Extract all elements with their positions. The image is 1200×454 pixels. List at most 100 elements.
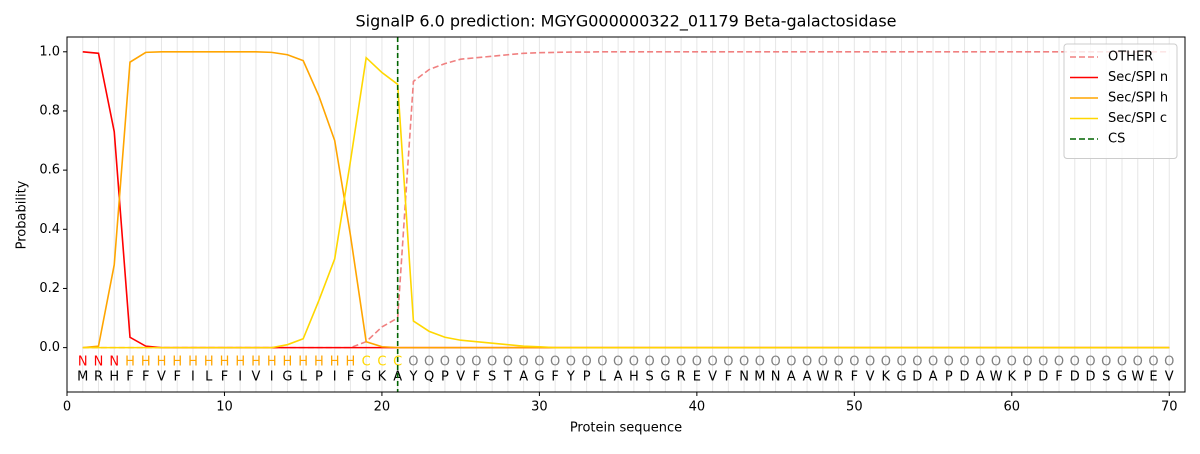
- region-label: O: [597, 355, 607, 370]
- region-label: H: [298, 355, 308, 370]
- residue-label: P: [441, 370, 449, 385]
- residue-label: A: [787, 370, 796, 385]
- region-label: H: [125, 355, 135, 370]
- residue-label: W: [990, 370, 1003, 385]
- y-tick-label: 0.4: [39, 222, 60, 237]
- region-label: O: [471, 355, 481, 370]
- residue-label: A: [614, 370, 623, 385]
- region-label: O: [645, 355, 655, 370]
- series-line: [82, 56, 1170, 349]
- residue-label: P: [945, 370, 953, 385]
- residue-label: S: [488, 370, 496, 385]
- x-tick-label: 40: [689, 400, 706, 415]
- residue-label: T: [503, 370, 512, 385]
- x-axis-label: Protein sequence: [570, 421, 682, 436]
- residue-label: E: [693, 370, 701, 385]
- region-label: H: [235, 355, 245, 370]
- region-label: O: [707, 355, 717, 370]
- residue-label: V: [1165, 370, 1174, 385]
- residue-label: K: [1008, 370, 1017, 385]
- region-label: O: [1117, 355, 1127, 370]
- region-label: O: [1085, 355, 1095, 370]
- region-label: O: [1070, 355, 1080, 370]
- series-line: [82, 50, 1170, 349]
- region-label: O: [1148, 355, 1158, 370]
- residue-label: W: [1131, 370, 1144, 385]
- region-label: O: [755, 355, 765, 370]
- y-tick-label: 0.2: [39, 281, 60, 296]
- legend: OTHER Sec/SPI n Sec/SPI h Sec/SPI c CS: [1063, 43, 1178, 159]
- region-label: H: [314, 355, 324, 370]
- residue-label: D: [960, 370, 970, 385]
- region-label: O: [629, 355, 639, 370]
- residue-label: L: [205, 370, 213, 385]
- residue-label: S: [645, 370, 653, 385]
- residue-label: H: [109, 370, 119, 385]
- legend-label: Sec/SPI c: [1108, 111, 1167, 126]
- region-label: C: [377, 355, 386, 370]
- residue-label: F: [142, 370, 149, 385]
- region-label: O: [991, 355, 1001, 370]
- region-label: O: [424, 355, 434, 370]
- region-label: H: [267, 355, 277, 370]
- residue-label: D: [1070, 370, 1080, 385]
- residue-label: F: [221, 370, 228, 385]
- region-label: O: [833, 355, 843, 370]
- residue-label: N: [771, 370, 781, 385]
- region-label: O: [1007, 355, 1017, 370]
- residue-label: L: [599, 370, 607, 385]
- region-label: O: [519, 355, 529, 370]
- region-label: H: [251, 355, 261, 370]
- region-label: O: [786, 355, 796, 370]
- x-tick-label: 0: [63, 400, 71, 415]
- residue-label: G: [660, 370, 670, 385]
- legend-label: CS: [1108, 132, 1125, 147]
- residue-label: F: [725, 370, 732, 385]
- residue-label: S: [1102, 370, 1110, 385]
- residue-label: V: [708, 370, 717, 385]
- residue-label: Y: [566, 370, 575, 385]
- legend-box: [1063, 43, 1178, 159]
- region-label: C: [362, 355, 371, 370]
- residue-label: G: [1117, 370, 1127, 385]
- legend-label: Sec/SPI n: [1108, 70, 1168, 85]
- region-label: H: [283, 355, 293, 370]
- residue-label: V: [252, 370, 261, 385]
- plot-frame: [66, 36, 1186, 393]
- region-label: O: [849, 355, 859, 370]
- residue-label: R: [677, 370, 686, 385]
- region-label: C: [393, 355, 402, 370]
- y-axis-label: Probability: [15, 180, 30, 249]
- series-line: [82, 50, 1170, 349]
- region-label: O: [881, 355, 891, 370]
- region-label: H: [220, 355, 230, 370]
- legend-label: OTHER: [1108, 50, 1153, 65]
- region-label: O: [613, 355, 623, 370]
- residue-label: A: [803, 370, 812, 385]
- region-label: N: [109, 355, 119, 370]
- region-label: O: [1022, 355, 1032, 370]
- region-label: O: [802, 355, 812, 370]
- region-label: H: [204, 355, 214, 370]
- x-tick-label: 60: [1004, 400, 1021, 415]
- region-label: O: [944, 355, 954, 370]
- residue-label: A: [929, 370, 938, 385]
- residue-label: V: [456, 370, 465, 385]
- region-label: H: [188, 355, 198, 370]
- region-label: O: [676, 355, 686, 370]
- residue-label: I: [270, 370, 274, 385]
- residue-label: R: [834, 370, 843, 385]
- y-tick-label: 0.6: [39, 163, 60, 178]
- residue-label: F: [551, 370, 558, 385]
- residue-label: P: [315, 370, 323, 385]
- region-label: O: [692, 355, 702, 370]
- region-label: O: [959, 355, 969, 370]
- residue-label: G: [897, 370, 907, 385]
- region-label: H: [330, 355, 340, 370]
- y-tick-label: 1.0: [39, 44, 60, 59]
- residue-label: D: [912, 370, 922, 385]
- region-label: N: [94, 355, 104, 370]
- residue-label: I: [191, 370, 195, 385]
- residue-label: R: [94, 370, 103, 385]
